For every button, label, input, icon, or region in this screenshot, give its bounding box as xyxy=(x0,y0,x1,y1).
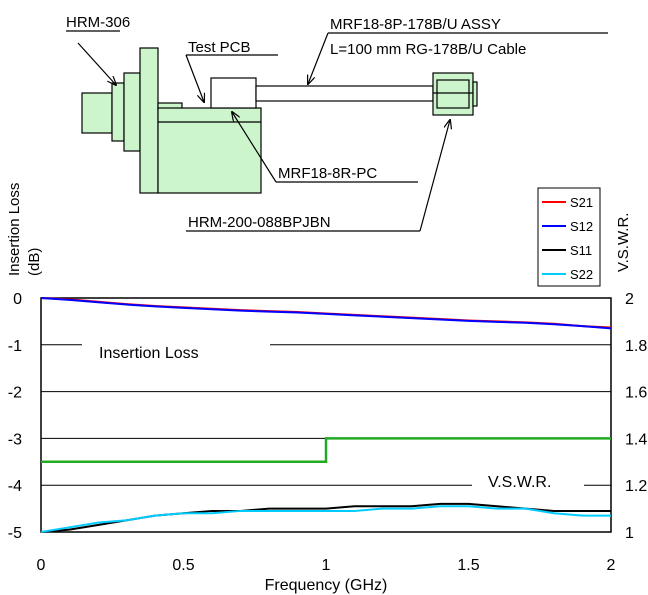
legend: S21 S12 S11 S22 xyxy=(537,187,601,287)
hrm306-body-mid xyxy=(111,82,125,142)
x-tick-label: 1.5 xyxy=(457,557,479,574)
adapter-body xyxy=(157,107,262,194)
y-tick-label-left: 0 xyxy=(13,291,22,308)
y-tick-label-right: 1.8 xyxy=(625,338,647,355)
vswr-annotation-bg xyxy=(472,470,584,492)
label-hrm306: HRM-306 xyxy=(66,14,130,31)
legend-label-s21: S21 xyxy=(570,195,593,210)
y-tick-label-right: 1.6 xyxy=(625,385,647,402)
arrow-hrm306 xyxy=(77,42,116,85)
connector-assembly-diagram xyxy=(66,30,608,232)
y-tick-label-right: 1 xyxy=(625,525,634,542)
insertion-loss-annotation-bg xyxy=(82,340,270,364)
hrm306-body-inner xyxy=(123,72,141,152)
insertion-loss-annotation: Insertion Loss xyxy=(99,345,199,362)
y-tick-label-left: -4 xyxy=(8,478,22,495)
y-axis-label-left-line1: Insertion Loss xyxy=(6,183,23,276)
vswr-annotation: V.S.W.R. xyxy=(488,474,551,491)
cable xyxy=(255,85,434,102)
y-tick-label-left: -2 xyxy=(8,385,22,402)
legend-box xyxy=(537,187,601,287)
y-tick-label-right: 2 xyxy=(625,291,634,308)
series-line-s22 xyxy=(40,505,611,533)
legend-label-s22: S22 xyxy=(570,267,593,282)
plot-frame xyxy=(40,297,612,533)
y-tick-label-right: 1.2 xyxy=(625,478,647,495)
y-tick-label-left: -3 xyxy=(8,431,22,448)
chart: 0 0.5 1 1.5 2 0 -1 -2 -3 -4 -5 2 1.8 1.6 1.4 1.2 1 Inser… xyxy=(6,183,647,594)
flange xyxy=(139,47,159,194)
label-assy-line1: MRF18-8P-178B/U ASSY xyxy=(330,16,501,33)
y-tick-label-right: 1.4 xyxy=(625,431,647,448)
legend-label-s11: S11 xyxy=(570,243,592,258)
x-axis-label: Frequency (GHz) xyxy=(265,577,388,594)
grid xyxy=(41,344,611,486)
y-tick-label-left: -1 xyxy=(8,338,22,355)
receptacle-body xyxy=(210,77,257,109)
series-line-step-4 xyxy=(41,437,611,464)
label-test-pcb: Test PCB xyxy=(188,39,251,56)
arrow-adapter xyxy=(419,120,450,232)
x-tick-label: 2 xyxy=(607,557,616,574)
plug-nut xyxy=(436,79,470,109)
x-tick-label: 0.5 xyxy=(172,557,194,574)
series-line-s12 xyxy=(40,297,612,330)
series-layer xyxy=(40,297,612,533)
y-axis-label-right: V.S.W.R. xyxy=(615,213,632,272)
arrow-receptacle xyxy=(232,112,277,183)
x-tick-label: 0 xyxy=(37,557,46,574)
label-adapter: HRM-200-088BPJBN xyxy=(188,214,331,231)
y-tick-label-left: -5 xyxy=(8,525,22,542)
label-receptacle: MRF18-8R-PC xyxy=(278,165,377,182)
tick-labels: 0 0.5 1 1.5 2 0 -1 -2 -3 -4 -5 2 1.8 1.6 1.4 1.2 1 xyxy=(8,291,648,574)
arrow-assy xyxy=(308,32,329,84)
hrm306-body-outer xyxy=(81,92,113,134)
legend-label-s12: S12 xyxy=(570,219,593,234)
label-assy-line2: L=100 mm RG-178B/U Cable xyxy=(330,41,526,58)
x-tick-label: 1 xyxy=(322,557,331,574)
y-axis-label-left-line2: (dB) xyxy=(26,248,43,276)
arrow-test-pcb xyxy=(185,54,204,102)
plug-tip xyxy=(472,81,478,107)
